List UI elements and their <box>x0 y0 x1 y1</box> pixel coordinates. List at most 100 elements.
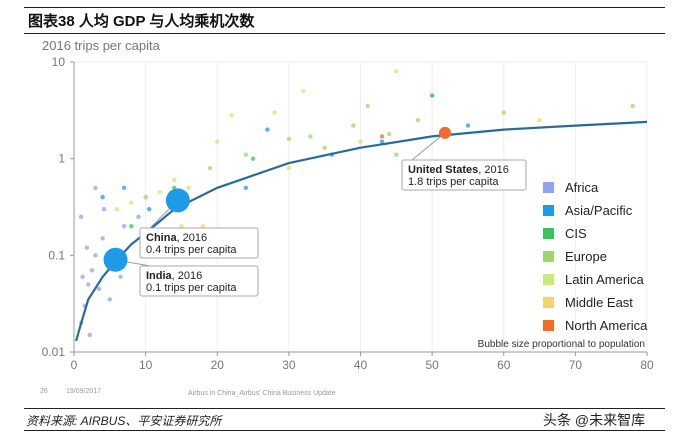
data-point <box>351 123 356 128</box>
callout-subtitle: 1.8 trips per capita <box>408 176 499 188</box>
data-point <box>93 185 98 190</box>
data-point <box>207 165 213 171</box>
legend-label: Middle East <box>565 295 633 310</box>
legend-label: CIS <box>565 226 587 241</box>
highlight-bubble-india <box>103 247 128 272</box>
data-point <box>100 236 105 241</box>
y-tick-label: 0.01 <box>42 345 66 359</box>
x-tick-label: 80 <box>640 358 654 372</box>
callout-title: India, 2016 <box>146 270 202 282</box>
x-tick-label: 20 <box>211 358 225 372</box>
data-point <box>365 103 370 109</box>
data-point <box>114 207 120 212</box>
watermark: 头条 @未来智库 <box>543 412 646 428</box>
source-bottom-rule <box>24 430 665 431</box>
data-point <box>96 286 102 292</box>
callout-box <box>139 227 259 259</box>
data-point <box>429 93 435 98</box>
bubble-size-note: Bubble size proportional to population <box>478 339 645 350</box>
data-point <box>200 224 206 229</box>
data-point <box>107 297 113 302</box>
x-tick-label: 0 <box>71 358 78 372</box>
data-point <box>121 224 127 229</box>
data-point <box>272 110 277 115</box>
title-rule <box>24 33 665 34</box>
data-point <box>465 123 471 128</box>
data-point <box>501 110 506 115</box>
data-point <box>93 253 98 258</box>
data-point <box>136 214 141 220</box>
data-point <box>101 207 107 212</box>
data-point <box>394 152 399 157</box>
figure-title: 图表38 人均 GDP 与人均乘机次数 <box>28 13 255 30</box>
data-point <box>322 145 327 150</box>
callout-box <box>139 265 259 297</box>
data-point <box>186 185 191 190</box>
callout-title: China, 2016 <box>146 232 207 244</box>
y-tick-label: 1 <box>58 152 65 166</box>
data-point <box>265 127 270 132</box>
data-point <box>415 117 420 123</box>
data-point <box>286 165 292 171</box>
data-point <box>358 139 363 144</box>
data-point <box>129 200 134 205</box>
x-tick-label: 60 <box>497 358 511 372</box>
highlight-bubble-united-states <box>439 126 452 139</box>
legend-label: North America <box>565 318 648 333</box>
legend-label: Asia/Pacific <box>565 203 633 218</box>
legend-swatch <box>543 274 554 285</box>
callout-box <box>401 159 527 191</box>
data-point <box>286 136 292 142</box>
data-point <box>301 88 306 94</box>
source-top-rule <box>24 408 665 409</box>
legend-swatch <box>543 320 554 331</box>
x-tick-label: 10 <box>139 358 153 372</box>
data-point <box>100 194 105 200</box>
y-tick-label: 10 <box>52 55 66 69</box>
data-point <box>80 274 85 279</box>
data-point <box>243 152 249 157</box>
data-point <box>308 134 313 139</box>
x-tick-label: 40 <box>354 358 368 372</box>
legend-label: Europe <box>565 249 607 264</box>
data-point <box>229 113 234 118</box>
y-axis-label: 2016 trips per capita <box>42 38 160 53</box>
data-point <box>147 207 152 212</box>
data-point <box>157 189 163 195</box>
callout-subtitle: 0.4 trips per capita <box>146 244 237 256</box>
data-point <box>118 274 123 279</box>
x-tick-label: 50 <box>425 358 439 372</box>
data-point <box>630 103 635 109</box>
data-point <box>121 185 127 190</box>
data-point <box>172 177 177 183</box>
x-tick-label: 70 <box>569 358 583 372</box>
data-point <box>379 134 385 139</box>
legend-swatch <box>543 297 554 308</box>
footer-doc: Airbus in China_Airbus' China Business U… <box>188 390 336 397</box>
legend-label: Africa <box>565 180 599 195</box>
data-point <box>129 224 134 229</box>
legend-label: Latin America <box>565 272 645 287</box>
y-tick-label: 0.1 <box>48 248 65 262</box>
callout-leader <box>411 132 446 161</box>
data-point <box>89 268 95 273</box>
callout-title: United States, 2016 <box>408 164 509 176</box>
data-point <box>250 156 256 161</box>
legend-swatch <box>543 251 554 262</box>
footer-date: 19/09/2017 <box>66 388 102 395</box>
legend-swatch <box>543 205 554 216</box>
data-point <box>84 245 90 250</box>
data-point <box>386 131 392 137</box>
data-point <box>179 224 184 229</box>
top-rule <box>24 7 665 8</box>
footer-page: 26 <box>40 388 48 395</box>
data-point <box>537 117 542 123</box>
data-point <box>86 282 91 287</box>
legend-swatch <box>543 228 554 239</box>
source-note: 资料来源: AIRBUS、平安证券研究所 <box>26 414 222 428</box>
data-point <box>143 194 148 200</box>
callout-subtitle: 0.1 trips per capita <box>146 282 237 294</box>
legend-swatch <box>543 182 554 193</box>
highlight-bubble-china <box>165 188 190 213</box>
